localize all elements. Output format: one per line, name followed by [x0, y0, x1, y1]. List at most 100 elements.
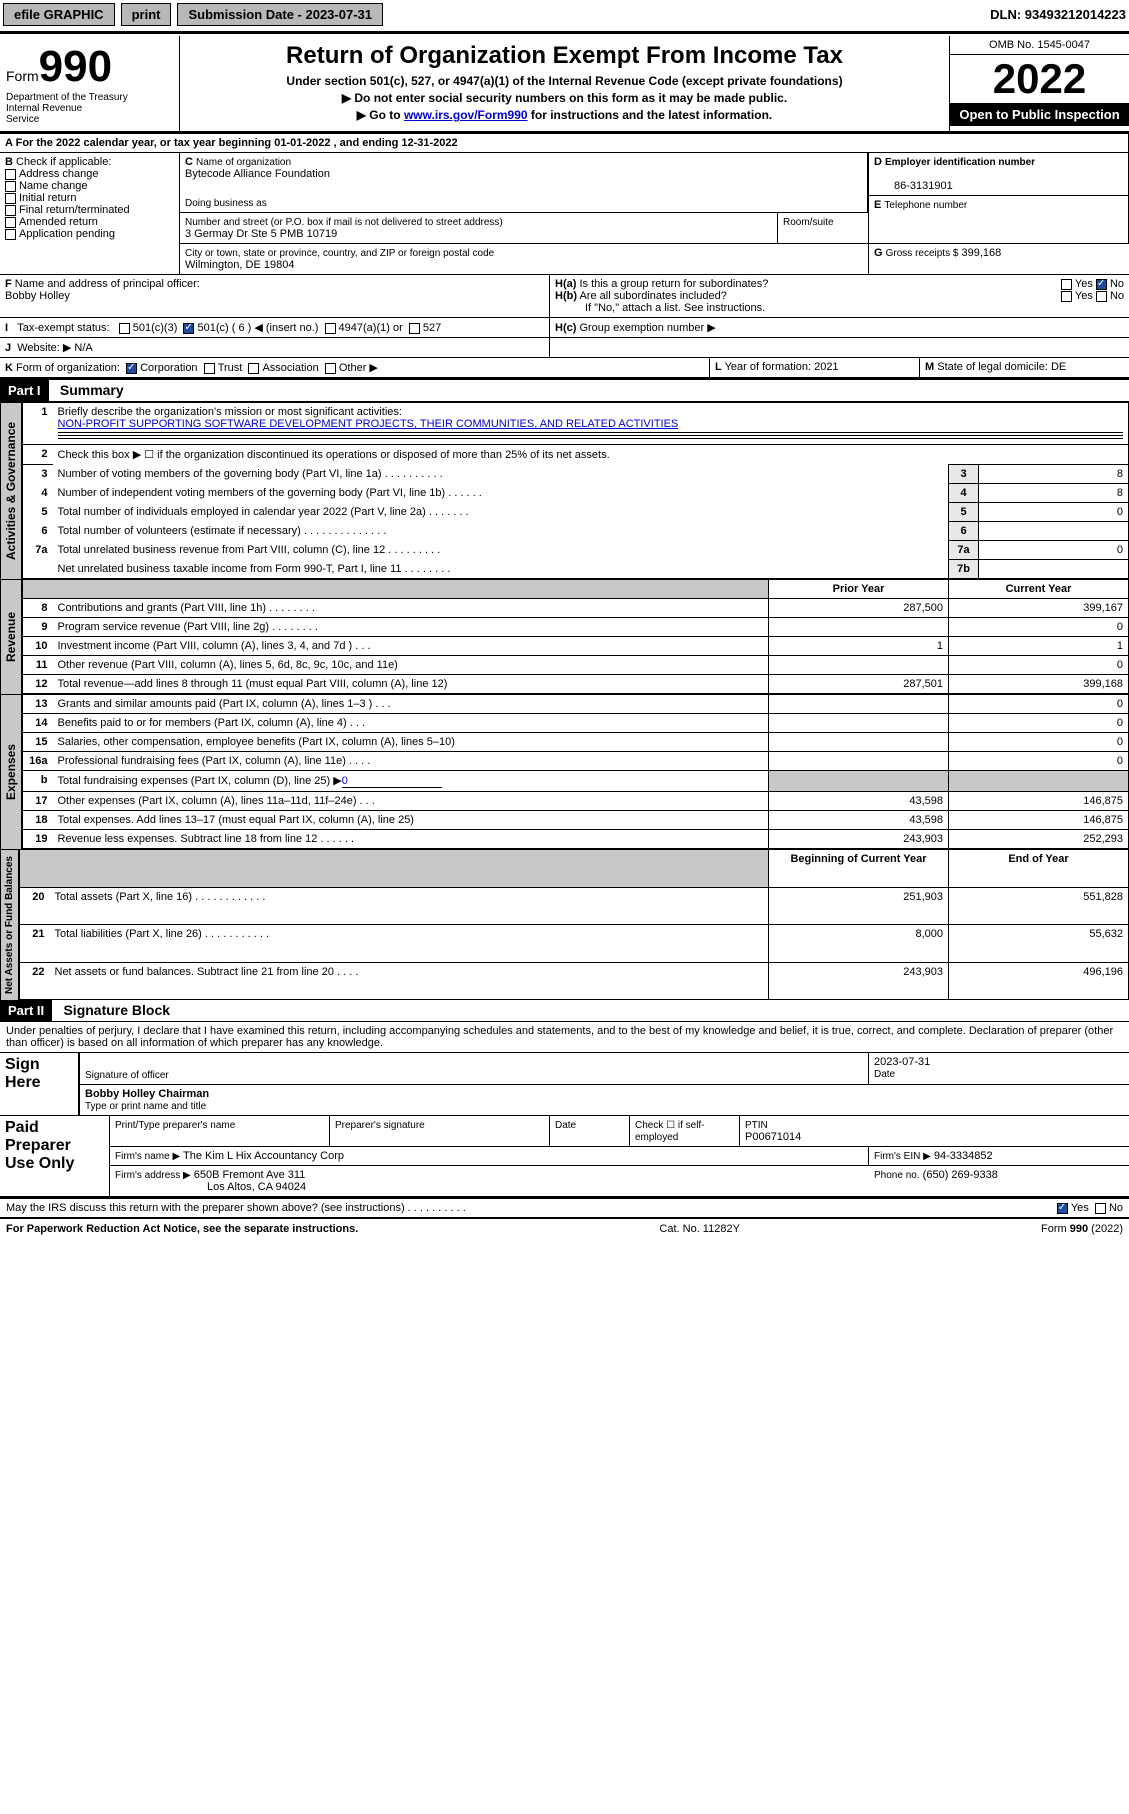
chk-name-change[interactable]: [5, 181, 16, 192]
signer-name: Bobby Holley Chairman: [85, 1088, 209, 1100]
ptin-label: PTIN: [745, 1120, 768, 1131]
chk-app-pending[interactable]: [5, 229, 16, 240]
v10c: 1: [949, 637, 1129, 656]
submission-date-button[interactable]: Submission Date - 2023-07-31: [177, 3, 383, 26]
I-opt2: 4947(a)(1) or: [339, 322, 403, 334]
line8: Contributions and grants (Part VIII, lin…: [53, 599, 769, 618]
org-name: Bytecode Alliance Foundation: [185, 168, 330, 180]
dept: Department of the Treasury: [6, 92, 173, 103]
sign-date: 2023-07-31: [874, 1056, 930, 1068]
v20e: 551,828: [949, 887, 1129, 925]
B-opt-2: Initial return: [19, 192, 76, 204]
val3: 8: [979, 465, 1129, 484]
line13: Grants and similar amounts paid (Part IX…: [53, 695, 769, 714]
line22: Net assets or fund balances. Subtract li…: [50, 962, 769, 1000]
C-name-label: Name of organization: [196, 157, 291, 168]
B-opt-3: Final return/terminated: [19, 204, 130, 216]
v9c: 0: [949, 618, 1129, 637]
chk-527[interactable]: [409, 323, 420, 334]
firm-addr1: 650B Fremont Ave 311: [194, 1169, 306, 1181]
line15: Salaries, other compensation, employee b…: [53, 733, 769, 752]
city-value: Wilmington, DE 19804: [185, 259, 294, 271]
gross-receipts: 399,168: [962, 247, 1002, 259]
chk-other[interactable]: [325, 363, 336, 374]
line20: Total assets (Part X, line 16) . . . . .…: [50, 887, 769, 925]
col-begin: Beginning of Current Year: [769, 850, 949, 888]
form-label: Form: [6, 68, 39, 84]
goto-link[interactable]: www.irs.gov/Form990: [404, 108, 528, 122]
v13p: [769, 695, 949, 714]
yes-label: Yes: [1071, 1202, 1089, 1214]
line12: Total revenue—add lines 8 through 11 (mu…: [53, 675, 769, 694]
M-label: State of legal domicile:: [937, 361, 1048, 373]
chk-Ha-yes[interactable]: [1061, 279, 1072, 290]
line14: Benefits paid to or for members (Part IX…: [53, 714, 769, 733]
v12p: 287,501: [769, 675, 949, 694]
v19p: 243,903: [769, 830, 949, 849]
goto-post: for instructions and the latest informat…: [528, 108, 773, 122]
B-opt-4: Amended return: [19, 216, 98, 228]
chk-trust[interactable]: [204, 363, 215, 374]
I-opt0: 501(c)(3): [133, 322, 178, 334]
chk-Hb-yes[interactable]: [1061, 291, 1072, 302]
chk-Ha-no[interactable]: [1096, 279, 1107, 290]
v21b: 8,000: [769, 925, 949, 963]
part1-title: Summary: [52, 382, 124, 398]
line19: Revenue less expenses. Subtract line 18 …: [53, 830, 769, 849]
v9p: [769, 618, 949, 637]
chk-discuss-no[interactable]: [1095, 1203, 1106, 1214]
B-opt-0: Address change: [19, 168, 99, 180]
website: N/A: [74, 342, 92, 354]
F-label: Name and address of principal officer:: [15, 278, 200, 290]
v16ac: 0: [949, 752, 1129, 771]
mission-text: NON-PROFIT SUPPORTING SOFTWARE DEVELOPME…: [58, 418, 679, 430]
chk-final-return[interactable]: [5, 205, 16, 216]
line17: Other expenses (Part IX, column (A), lin…: [53, 792, 769, 811]
self-emp-label: Check ☐ if self-employed: [635, 1120, 705, 1143]
part2-bar: Part II: [0, 1000, 52, 1021]
print-button[interactable]: print: [121, 3, 172, 26]
summary-activities: 1 Briefly describe the organization's mi…: [22, 402, 1129, 579]
v14p: [769, 714, 949, 733]
chk-corp[interactable]: [126, 363, 137, 374]
tab-activities-governance: Activities & Governance: [0, 402, 22, 579]
chk-Hb-no[interactable]: [1096, 291, 1107, 302]
G-label: Gross receipts $: [886, 248, 959, 259]
B-opt-5: Application pending: [19, 228, 115, 240]
chk-501c3[interactable]: [119, 323, 130, 334]
sign-here-label: Sign Here: [0, 1053, 80, 1115]
chk-501c[interactable]: [183, 323, 194, 334]
chk-discuss-yes[interactable]: [1057, 1203, 1068, 1214]
firm-phone: (650) 269-9338: [923, 1169, 998, 1181]
efile-button[interactable]: efile GRAPHIC: [3, 3, 115, 26]
part1-bar: Part I: [0, 380, 49, 401]
type-label: Type or print name and title: [85, 1101, 206, 1112]
line5: Total number of individuals employed in …: [53, 503, 949, 522]
phone-label: Phone no.: [874, 1170, 920, 1181]
chk-address-change[interactable]: [5, 169, 16, 180]
chk-4947[interactable]: [325, 323, 336, 334]
val5: 0: [979, 503, 1129, 522]
firm-label: Firm's name ▶: [115, 1151, 180, 1162]
chk-assoc[interactable]: [248, 363, 259, 374]
v11c: 0: [949, 656, 1129, 675]
part2-title: Signature Block: [55, 1002, 170, 1018]
tab-revenue: Revenue: [0, 579, 22, 694]
line18: Total expenses. Add lines 13–17 (must eq…: [53, 811, 769, 830]
subtitle2: ▶ Do not enter social security numbers o…: [186, 91, 943, 105]
K-opt3: Other ▶: [339, 362, 378, 374]
cat-no: Cat. No. 11282Y: [659, 1223, 740, 1235]
firm-addr-label: Firm's address ▶: [115, 1170, 191, 1181]
chk-initial-return[interactable]: [5, 193, 16, 204]
irs-label: Internal RevenueService: [6, 103, 173, 125]
col-curr: Current Year: [949, 580, 1129, 599]
val7a: 0: [979, 541, 1129, 560]
form-footer: Form 990 (2022): [1041, 1223, 1123, 1235]
summary-net-assets: Beginning of Current YearEnd of Year 20T…: [19, 849, 1129, 1000]
line6: Total number of volunteers (estimate if …: [53, 522, 949, 541]
v22b: 243,903: [769, 962, 949, 1000]
street-address: 3 Germay Dr Ste 5 PMB 10719: [185, 228, 337, 240]
open-inspection: Open to Public Inspection: [950, 103, 1129, 126]
chk-amended[interactable]: [5, 217, 16, 228]
v22e: 496,196: [949, 962, 1129, 1000]
